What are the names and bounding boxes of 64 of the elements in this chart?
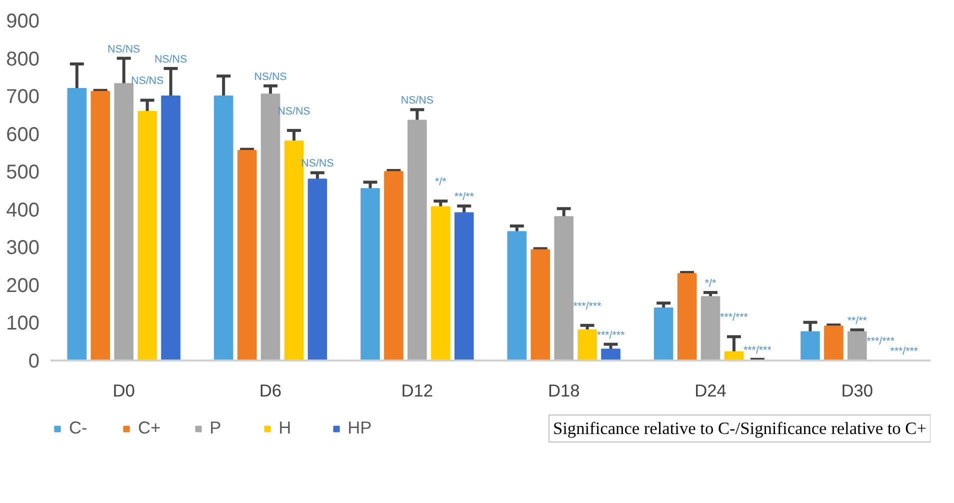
bar [67,88,87,360]
bar [214,96,234,360]
bar [601,348,620,360]
data-label: ***/*** [596,329,625,342]
y-tick-label: 100 [6,312,40,335]
legend-label: C+ [138,418,161,438]
bar [554,216,574,360]
bar [284,140,304,360]
data-label: ***/*** [890,346,918,358]
x-tick-label: D12 [401,380,434,400]
bar [260,94,280,360]
bar [237,150,257,360]
bar [138,111,157,360]
bar [578,329,597,360]
y-tick-label: 400 [6,199,40,222]
bar [161,96,180,360]
bar [90,91,110,360]
legend-label: C- [69,418,88,438]
bar [454,212,474,360]
x-tick-label: D24 [694,380,727,400]
bar [384,171,404,360]
x-tick-label: D6 [259,380,282,400]
data-label: ***/*** [573,300,602,312]
bar [848,331,867,360]
data-label: NS/NS [131,75,164,88]
x-tick-label: D18 [548,380,580,400]
y-tick-label: 900 [6,10,40,32]
bar [824,326,844,360]
y-tick-label: 700 [6,86,40,108]
bar [360,188,380,360]
data-label: NS/NS [154,53,188,66]
data-label: */* [435,176,446,188]
bar [654,307,674,360]
data-label: NS/NS [108,43,140,56]
bar [700,296,720,360]
bar [408,120,427,360]
data-label: */* [704,278,716,290]
x-tick-label: D0 [112,380,135,400]
y-tick-label: 200 [6,274,40,297]
data-label: ***/*** [866,336,895,348]
y-tick-label: 0 [28,350,40,372]
legend-label: P [210,418,222,438]
bar [677,273,697,360]
data-label: **/** [454,190,474,203]
bar [800,331,820,360]
legend-label: H [278,418,292,438]
bar [507,231,527,360]
data-label: NS/NS [400,94,434,107]
data-label: ***/*** [720,312,748,324]
data-label: NS/NS [254,70,287,83]
data-label: ***/*** [744,344,772,356]
data-label: NS/NS [278,105,310,118]
bar [308,178,328,360]
y-tick-label: 500 [6,162,40,184]
data-label: **/** [847,314,867,327]
y-tick-label: 800 [6,48,40,70]
y-tick-label: 600 [6,124,40,146]
bar [114,83,134,360]
bar [530,249,550,360]
x-tick-label: D30 [841,380,874,400]
y-tick-label: 300 [6,237,40,260]
text: Significance relative to C-/Significance relative to C+ [552,419,927,438]
bar [430,206,450,360]
legend-label: HP [348,418,372,438]
